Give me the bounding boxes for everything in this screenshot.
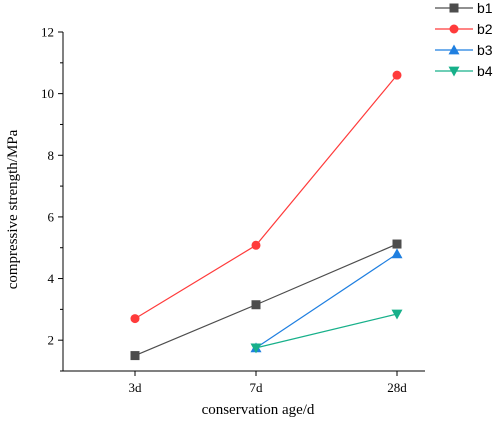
legend-label-b3: b3 (477, 42, 493, 58)
legend-label-b4: b4 (477, 63, 493, 79)
y-tick-label: 4 (48, 271, 55, 286)
x-tick-label-7d: 7d (250, 380, 264, 395)
point-b2-7d (251, 240, 261, 250)
point-b1-28d (392, 239, 402, 249)
x-tick-label-28d: 28d (387, 380, 407, 395)
point-b1-7d (251, 300, 261, 310)
x-axis-title: conservation age/d (202, 402, 315, 418)
point-b4-28d (391, 309, 403, 320)
point-b2-28d (392, 70, 402, 80)
point-b2-3d (130, 314, 140, 324)
series-line-b1 (134, 243, 398, 357)
plot-area (130, 70, 403, 361)
x-tick-label-3d: 3d (129, 380, 143, 395)
legend-label-b2: b2 (477, 21, 493, 37)
y-axis-title: compressive strength/MPa (5, 129, 21, 289)
legend-label-b1: b1 (477, 0, 493, 16)
legend-marker-b3 (448, 44, 460, 55)
y-tick-label: 6 (48, 209, 55, 224)
legend-marker-b1 (449, 3, 459, 13)
y-tick-label: 8 (48, 148, 55, 163)
point-b4-7d (250, 343, 262, 354)
y-tick-label: 12 (41, 25, 54, 40)
axes: 2 4 6 8 10 12 3d 7d 28d (41, 25, 425, 395)
series-line-b3 (255, 253, 398, 349)
y-tick-label: 10 (41, 86, 54, 101)
legend-marker-b4 (448, 66, 460, 77)
point-b3-28d (391, 248, 403, 259)
point-b1-3d (130, 351, 140, 361)
legend: b1 b2 b3 b4 (435, 0, 493, 79)
series-line-b2 (134, 74, 398, 320)
series-line-b4 (255, 313, 398, 349)
legend-marker-b2 (449, 24, 459, 34)
y-tick-label: 2 (48, 333, 55, 348)
